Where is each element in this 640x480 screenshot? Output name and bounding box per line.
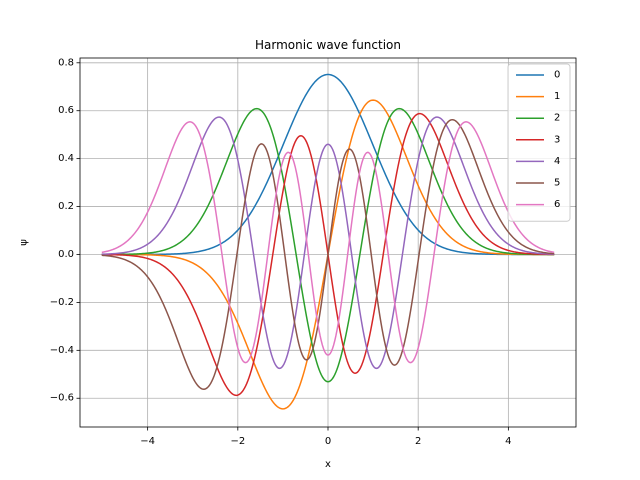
y-tick-label: 0.6 xyxy=(58,105,74,116)
legend-box xyxy=(507,63,571,222)
legend-label: 6 xyxy=(554,199,560,210)
legend-label: 5 xyxy=(554,178,560,189)
chart-title: Harmonic wave function xyxy=(255,38,401,52)
x-tick-label: 4 xyxy=(505,436,511,447)
legend-label: 0 xyxy=(554,70,560,81)
series-line-6 xyxy=(101,121,555,364)
y-tick-label: 0.8 xyxy=(58,57,74,68)
y-tick-label: −0.2 xyxy=(50,297,74,308)
y-tick-label: 0.2 xyxy=(58,201,74,212)
series-line-0 xyxy=(101,73,555,256)
y-axis-label: ψ xyxy=(19,239,30,246)
series-line-4 xyxy=(101,116,555,370)
x-tick-label: −2 xyxy=(230,436,245,447)
x-tick-label: 2 xyxy=(415,436,421,447)
axis-ticks: −4 −2 0 2 4 −0.6 −0.4 −0.2 0.0 0.2 0.4 0.6 0.8 xyxy=(50,57,512,447)
legend-label: 1 xyxy=(554,91,560,102)
legend-label: 2 xyxy=(554,113,560,124)
plot-lines xyxy=(101,73,555,410)
y-tick-label: 0.0 xyxy=(58,249,74,260)
y-tick-label: −0.4 xyxy=(50,345,74,356)
legend: 0 1 2 3 4 5 6 xyxy=(507,63,571,222)
y-tick-label: 0.4 xyxy=(58,153,74,164)
series-line-2 xyxy=(101,107,555,383)
x-axis-label: x xyxy=(325,459,331,470)
x-tick-label: −4 xyxy=(140,436,155,447)
x-tick-label: 0 xyxy=(325,436,331,447)
legend-label: 4 xyxy=(554,156,560,167)
legend-label: 3 xyxy=(554,134,560,145)
y-tick-label: −0.6 xyxy=(50,393,74,404)
series-line-5 xyxy=(101,118,555,390)
